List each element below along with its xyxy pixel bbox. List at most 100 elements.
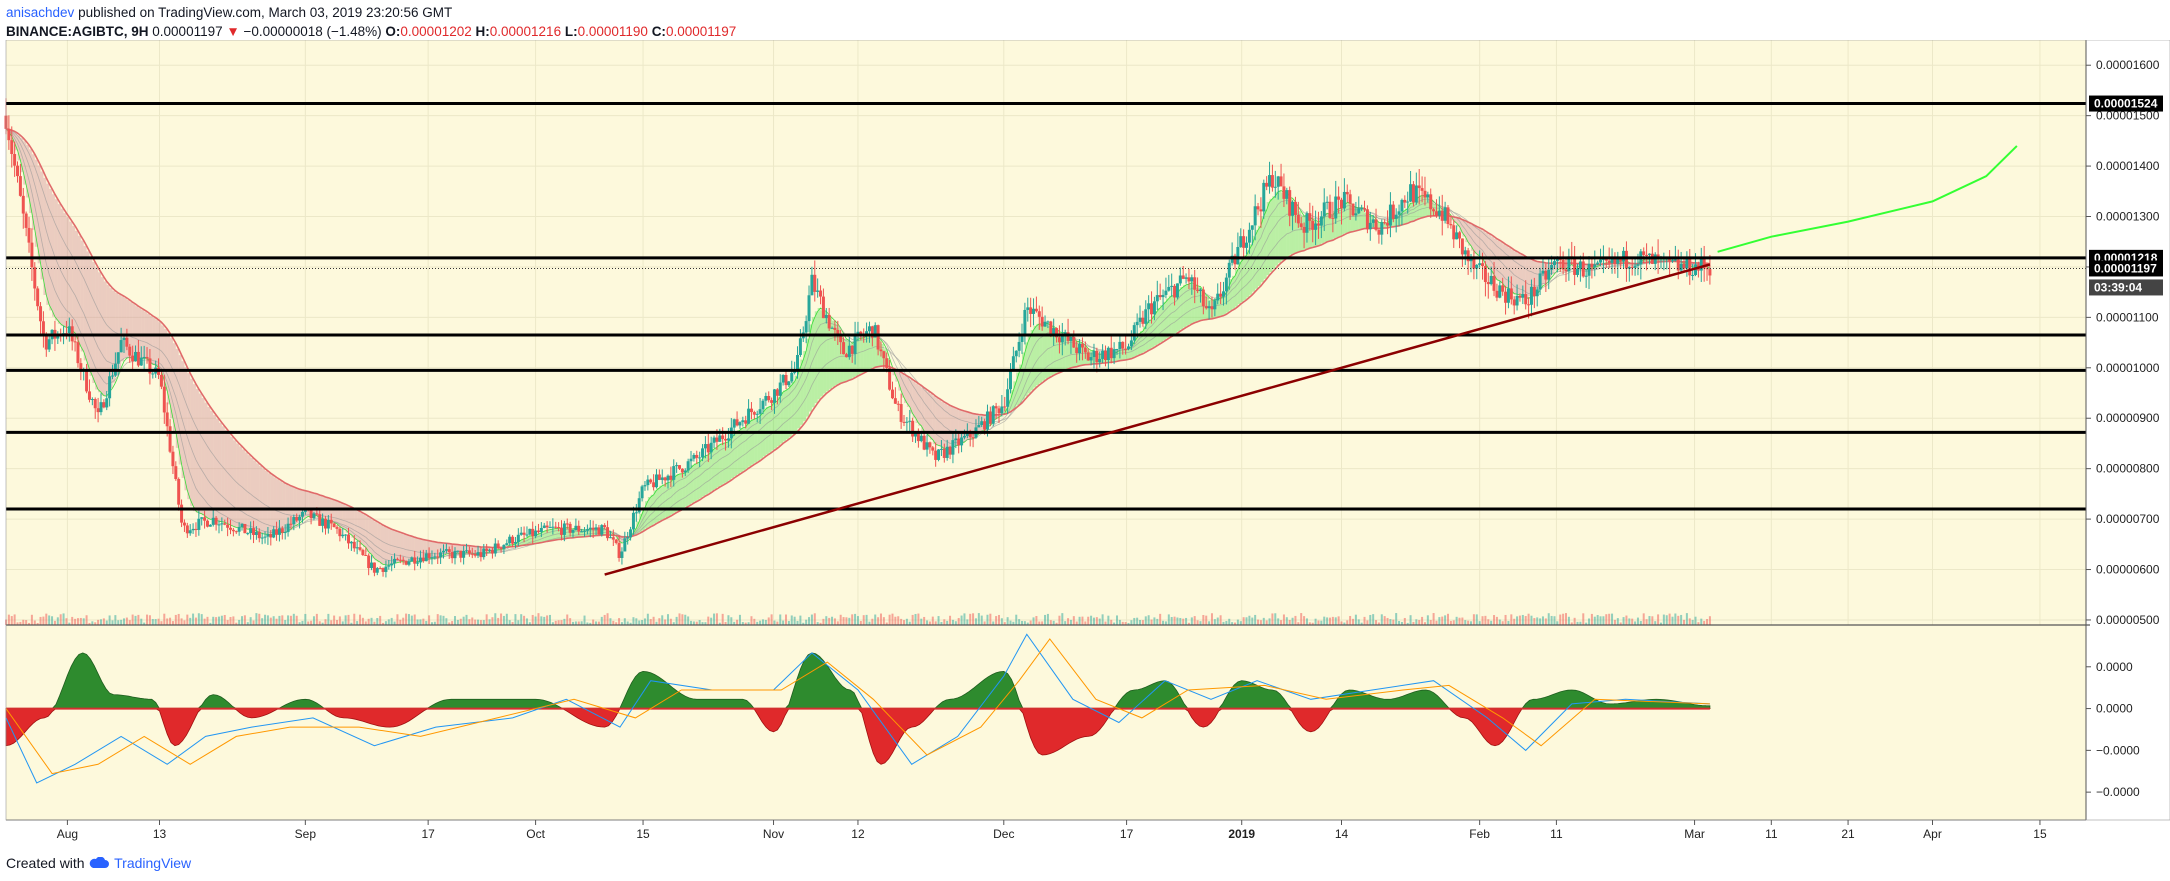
ema-ribbon-band [803, 351, 807, 422]
volume-bar [1377, 622, 1380, 625]
candle-body [467, 550, 471, 554]
candle-body [263, 536, 267, 538]
candle-body [1141, 317, 1145, 324]
volume-bar [1573, 617, 1576, 625]
candle-body [603, 525, 607, 528]
ema-ribbon-band [852, 341, 856, 378]
candle-body [706, 444, 710, 453]
volume-bar [1642, 613, 1645, 625]
author-link[interactable]: anisachdev [6, 5, 75, 20]
volume-bar [928, 621, 931, 625]
ema-ribbon-band [377, 523, 381, 563]
ema-ribbon-band [742, 426, 746, 471]
volume-bar [1087, 616, 1090, 625]
volume-bar [828, 617, 831, 625]
ema-ribbon-band [840, 333, 844, 383]
volume-bar [684, 614, 687, 625]
axes: 0.000016000.000015000.000014000.00001300… [5, 40, 2170, 841]
volume-bar [125, 617, 128, 625]
candle-body [1452, 225, 1456, 240]
candle-body [764, 395, 768, 401]
ema-ribbon-band [1453, 217, 1457, 224]
candle-body [954, 438, 958, 441]
ema-ribbon-band [1174, 293, 1178, 334]
volume-bar [963, 613, 966, 625]
price-badge-box [2089, 279, 2163, 296]
macd-pane[interactable] [5, 625, 2086, 820]
volume-bar [298, 622, 301, 625]
candle-body [1184, 277, 1188, 279]
volume-bar [914, 613, 917, 625]
volume-bar [1375, 620, 1378, 625]
candle-body [1173, 285, 1177, 298]
candle-body [505, 543, 509, 545]
volume-bar [163, 613, 166, 625]
candle-body [654, 474, 658, 488]
candle-body [649, 479, 653, 483]
volume-bar [384, 621, 387, 625]
price-badge-label: 03:39:04 [2094, 280, 2142, 294]
price-badge: 0.00001197 [2089, 260, 2163, 277]
candle-body [712, 437, 716, 443]
ema-ribbon-band [339, 503, 343, 529]
price-chart[interactable]: 0.000016000.000015000.000014000.00001300… [0, 40, 2170, 846]
volume-bar [1472, 614, 1475, 625]
tradingview-brand[interactable]: TradingView [114, 855, 192, 871]
volume-bar [1118, 619, 1121, 625]
candle-body [1483, 265, 1487, 283]
ema-ribbon-band [1502, 244, 1506, 288]
volume-bar [1092, 617, 1095, 625]
volume-bar [871, 618, 874, 625]
candle-body [591, 527, 595, 530]
volume-bar [972, 613, 975, 625]
volume-bar [862, 615, 865, 625]
ema-ribbon-band [400, 533, 404, 562]
candle-body [162, 386, 166, 413]
candle-body [1017, 341, 1021, 351]
ema-ribbon-band [1217, 298, 1221, 317]
candle-body [1270, 175, 1274, 188]
ema-ribbon-band [731, 434, 735, 479]
candle-body [568, 523, 572, 533]
volume-bar [528, 622, 531, 625]
candle-body [272, 529, 276, 538]
candle-body [873, 325, 877, 338]
ema-ribbon-band [647, 496, 651, 527]
volume-bar [592, 619, 595, 625]
ema-ribbon-band [75, 230, 78, 340]
candle-body [1581, 261, 1585, 277]
candle-body [1109, 347, 1113, 359]
volume-bar [525, 618, 528, 625]
ema-ribbon-band [1056, 331, 1060, 373]
ema-ribbon-band [411, 537, 415, 562]
candle-body [1112, 349, 1116, 359]
ema-ribbon-band [587, 529, 591, 537]
ema-ribbon-band [1235, 269, 1238, 307]
volume-bar [779, 614, 782, 625]
volume-bar [1009, 620, 1012, 625]
candle-body [1515, 295, 1519, 306]
candle-body [312, 513, 316, 519]
ema-ribbon-band [1122, 349, 1126, 360]
ema-ribbon-band [734, 432, 738, 477]
candle-body [217, 524, 221, 526]
volume-bar [1018, 619, 1021, 625]
candle-body [1118, 341, 1122, 349]
candle-body [1348, 194, 1352, 204]
price-badge-box [2089, 95, 2163, 112]
volume-bar [312, 616, 315, 625]
volume-bar [1608, 613, 1611, 625]
ema-ribbon-band [29, 149, 32, 213]
volume-bar [272, 616, 275, 625]
ema-ribbon-band [362, 514, 366, 548]
candle-body [404, 560, 408, 565]
candle-body [1619, 258, 1623, 262]
volume-bar [1631, 618, 1634, 625]
volume-bar [51, 616, 54, 625]
main-pane[interactable] [4, 40, 2087, 820]
candle-body [1293, 201, 1297, 215]
volume-bar [957, 617, 960, 625]
candle-body [439, 552, 443, 558]
candle-body [200, 517, 204, 519]
candle-body [890, 389, 894, 399]
